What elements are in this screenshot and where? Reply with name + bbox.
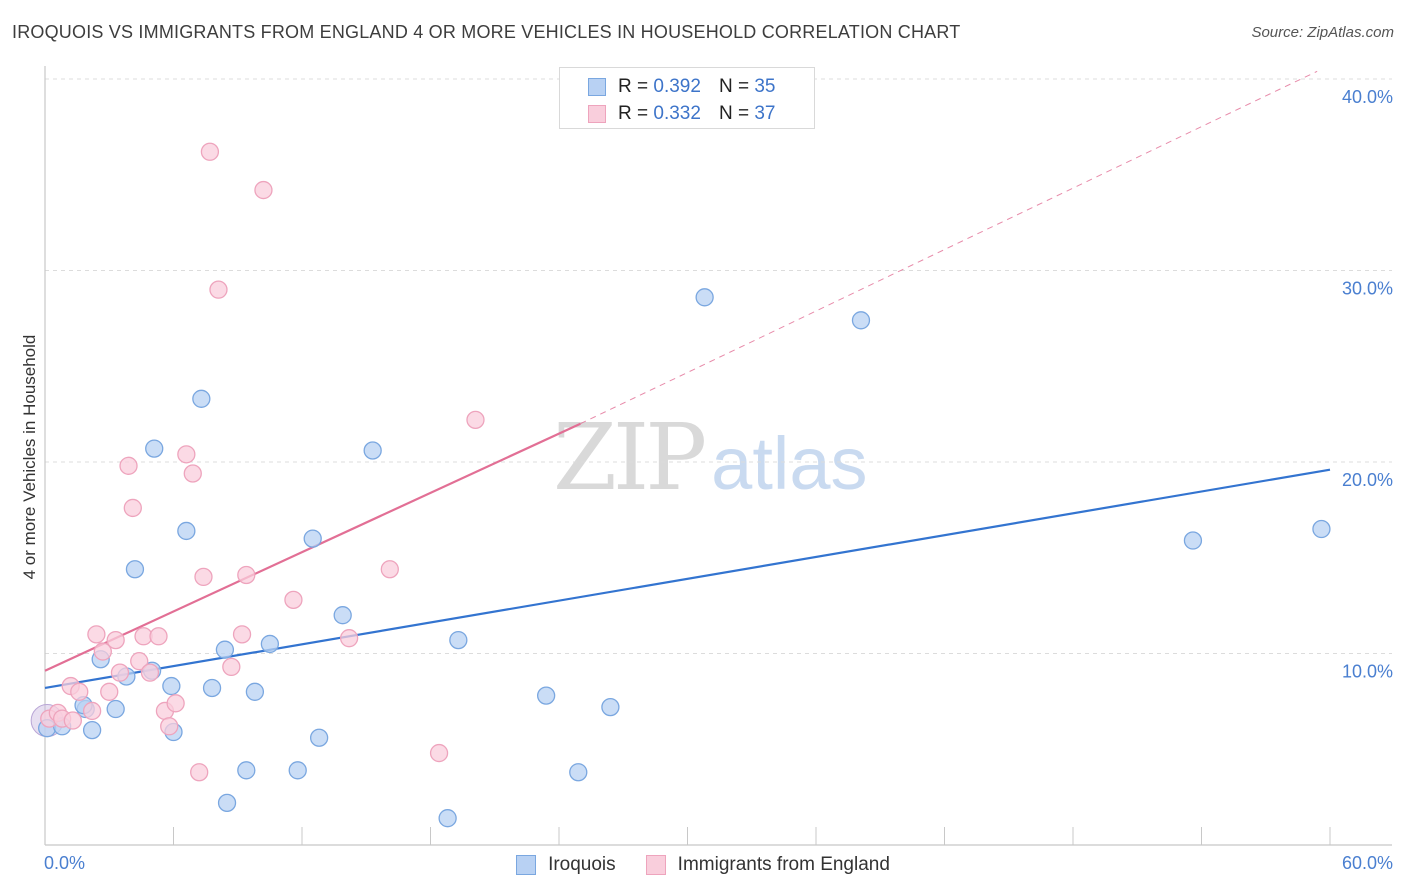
r-label: R = [618, 76, 649, 97]
iroquois-legend-swatch [516, 855, 537, 875]
england-point [183, 464, 202, 483]
series-legend: Iroquois Immigrants from England [0, 851, 1406, 879]
y-tick-label: 40.0% [1342, 87, 1393, 107]
iroquois-point [106, 699, 125, 719]
r-value: 0.332 [653, 103, 701, 124]
iroquois-point [192, 389, 211, 408]
iroquois-point [569, 763, 588, 782]
iroquois-point [851, 311, 871, 330]
england-point [82, 701, 102, 721]
england-swatch [588, 105, 606, 123]
iroquois-point [309, 728, 329, 747]
england-point [166, 694, 185, 713]
iroquois-point [260, 634, 280, 654]
england-point [194, 567, 213, 587]
england-point [232, 625, 252, 644]
n-label: N = [718, 76, 750, 97]
n-label: N = [718, 103, 750, 124]
watermark-zip: ZIP [553, 404, 707, 511]
iroquois-swatch [588, 78, 606, 96]
iroquois-point [363, 441, 382, 460]
england-point [130, 652, 149, 671]
england-point [222, 657, 241, 677]
y-tick-label: 10.0% [1342, 662, 1393, 682]
england-point [466, 410, 485, 430]
legend-label-england: Immigrants from England [677, 854, 890, 875]
y-tick-label: 30.0% [1342, 279, 1393, 299]
iroquois-point [1312, 519, 1331, 539]
england-point [380, 560, 399, 579]
iroquois-point [145, 439, 164, 458]
stats-legend: R = 0.392 N = 35 R = 0.332 N = 37 [559, 67, 815, 129]
england-point [100, 682, 119, 701]
iroquois-point [333, 606, 352, 625]
iroquois-point [215, 640, 235, 659]
trend-lines [44, 70, 1331, 690]
r-value: 0.392 [653, 76, 701, 97]
legend-label-iroquois: Iroquois [548, 854, 616, 875]
x-tick-label: 0.0% [44, 853, 85, 873]
england-point [254, 180, 273, 200]
iroquois-point [303, 529, 322, 548]
iroquois-point [237, 761, 256, 780]
iroquois-point [202, 678, 222, 698]
england-point [63, 711, 82, 730]
england-point [110, 663, 130, 682]
n-value: 37 [754, 103, 776, 124]
iroquois-point [537, 686, 556, 705]
watermark: ZIP atlas [553, 404, 867, 511]
tick-labels: 10.0% 20.0% 30.0% 40.0% 0.0% 60.0% 4 or more V… [20, 87, 1393, 873]
y-axis-title: 4 or more Vehicles in Household [20, 335, 39, 580]
england-point [70, 682, 89, 701]
england-point [339, 629, 359, 648]
legend-item-england[interactable]: Immigrants from England [645, 854, 890, 876]
england-legend-swatch [645, 855, 666, 875]
iroquois-point [449, 630, 468, 650]
england-point [87, 625, 106, 644]
iroquois-point [601, 697, 620, 717]
stats-row-iroquois: R = 0.392 N = 35 [588, 74, 775, 100]
england-point [119, 456, 138, 475]
chart-title: IROQUOIS VS IMMIGRANTS FROM ENGLAND 4 OR… [12, 22, 961, 42]
axes [44, 66, 1392, 846]
england-point [209, 280, 228, 299]
iroquois-point [1183, 531, 1203, 550]
iroquois-point [695, 288, 714, 307]
england-point [200, 142, 220, 161]
england-point [177, 445, 196, 464]
england-point [284, 590, 303, 610]
iroquois-point [82, 720, 102, 740]
legend-item-iroquois[interactable]: Iroquois [516, 854, 616, 876]
england-point [123, 498, 142, 518]
england-point [237, 565, 256, 585]
chart-source: Source: ZipAtlas.com [1251, 24, 1394, 41]
y-tick-label: 20.0% [1342, 470, 1393, 490]
iroquois-point [162, 676, 181, 696]
england-point [93, 642, 112, 661]
england-point [149, 627, 168, 646]
data-points [30, 142, 1331, 828]
england-point [429, 743, 449, 763]
n-value: 35 [754, 76, 776, 97]
trend-line-iroquois [44, 468, 1331, 690]
iroquois-point [288, 761, 307, 780]
england-point [106, 630, 125, 650]
iroquois-point [438, 809, 457, 828]
iroquois-point [217, 793, 237, 813]
stats-row-england: R = 0.332 N = 37 [588, 101, 775, 127]
england-point [160, 717, 179, 736]
iroquois-point [245, 682, 265, 701]
watermark-atlas: atlas [711, 422, 868, 505]
england-point [190, 763, 209, 782]
iroquois-point [177, 521, 196, 541]
england-point [140, 663, 160, 682]
x-tick-label: 60.0% [1342, 853, 1393, 873]
trend-extension-england [580, 70, 1318, 425]
r-label: R = [618, 103, 649, 124]
iroquois-point [125, 560, 145, 579]
